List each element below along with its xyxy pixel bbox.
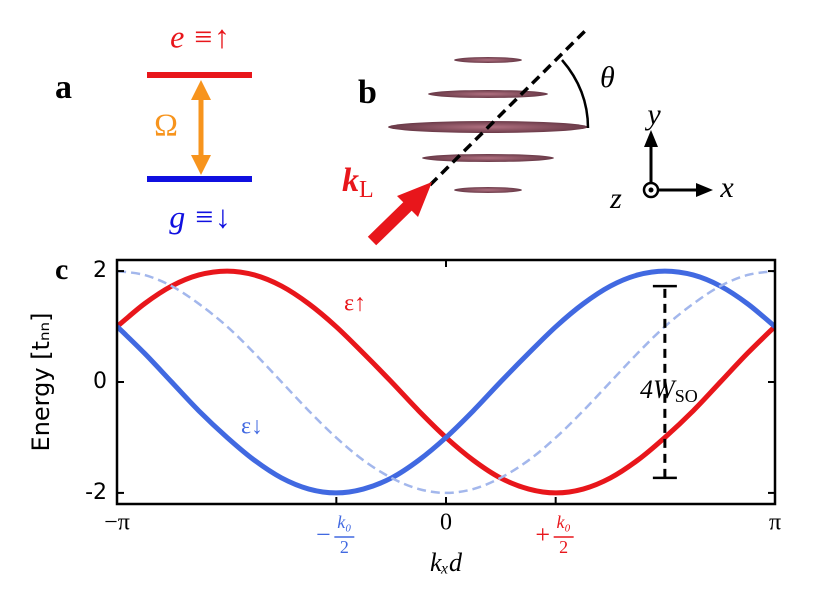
k0-denominator: 2 (340, 537, 349, 557)
k0-sign: − (316, 520, 331, 549)
arrow-head (191, 80, 211, 100)
arrow-head (191, 155, 211, 175)
beam-axis (428, 26, 590, 187)
gap-label-main: 4W (640, 375, 677, 404)
k0-denominator: 2 (559, 537, 568, 557)
lower-state: g ≡↓ (169, 198, 231, 234)
k0-numerator: k₀ (557, 512, 571, 532)
arrow-head (696, 183, 713, 197)
curve (117, 268, 775, 496)
y-tick-label: -2 (85, 480, 107, 505)
gap-label-sub: SO (675, 386, 698, 406)
arrow-head (644, 130, 658, 147)
angle-arc (561, 59, 590, 129)
beam-label: kL (342, 162, 374, 203)
pancake (422, 154, 554, 162)
panel-label: a (55, 69, 72, 106)
k0-sign: + (535, 520, 550, 549)
series-label: ε↓ (241, 414, 263, 440)
beam-symbol: k (342, 162, 359, 199)
axis-label: z (609, 182, 622, 215)
beam-subscript: L (359, 177, 374, 203)
pancake (454, 57, 522, 63)
series-label: ε↑ (344, 291, 366, 317)
coupling-label: Ω (154, 106, 178, 142)
k0-numerator: k₀ (337, 512, 351, 532)
x-axis-label: kₓd (430, 548, 463, 577)
curve (117, 269, 775, 495)
y-tick-label: 0 (93, 369, 107, 394)
panel-label: b (358, 74, 377, 111)
axis-label: y (644, 98, 661, 131)
x-tick-label: π (769, 510, 781, 536)
arrow-head (397, 182, 432, 217)
axes-frame (115, 258, 777, 506)
panel-label: c (55, 253, 68, 286)
x-tick-label: 0 (440, 510, 452, 536)
y-axis-label: Energy [tₙₙ] (27, 313, 55, 452)
beam-arrow (367, 199, 415, 246)
gap-label: 4WSO (640, 375, 698, 406)
x-tick-label: −π (104, 510, 130, 536)
pancake (428, 90, 548, 98)
axis-label: x (719, 171, 734, 204)
angle-label: θ (600, 61, 615, 94)
upper-state: e ≡↑ (170, 18, 230, 54)
z-axis-dot (648, 187, 654, 193)
y-tick-label: 2 (93, 258, 107, 283)
pancake (454, 187, 522, 193)
curve (117, 268, 775, 496)
